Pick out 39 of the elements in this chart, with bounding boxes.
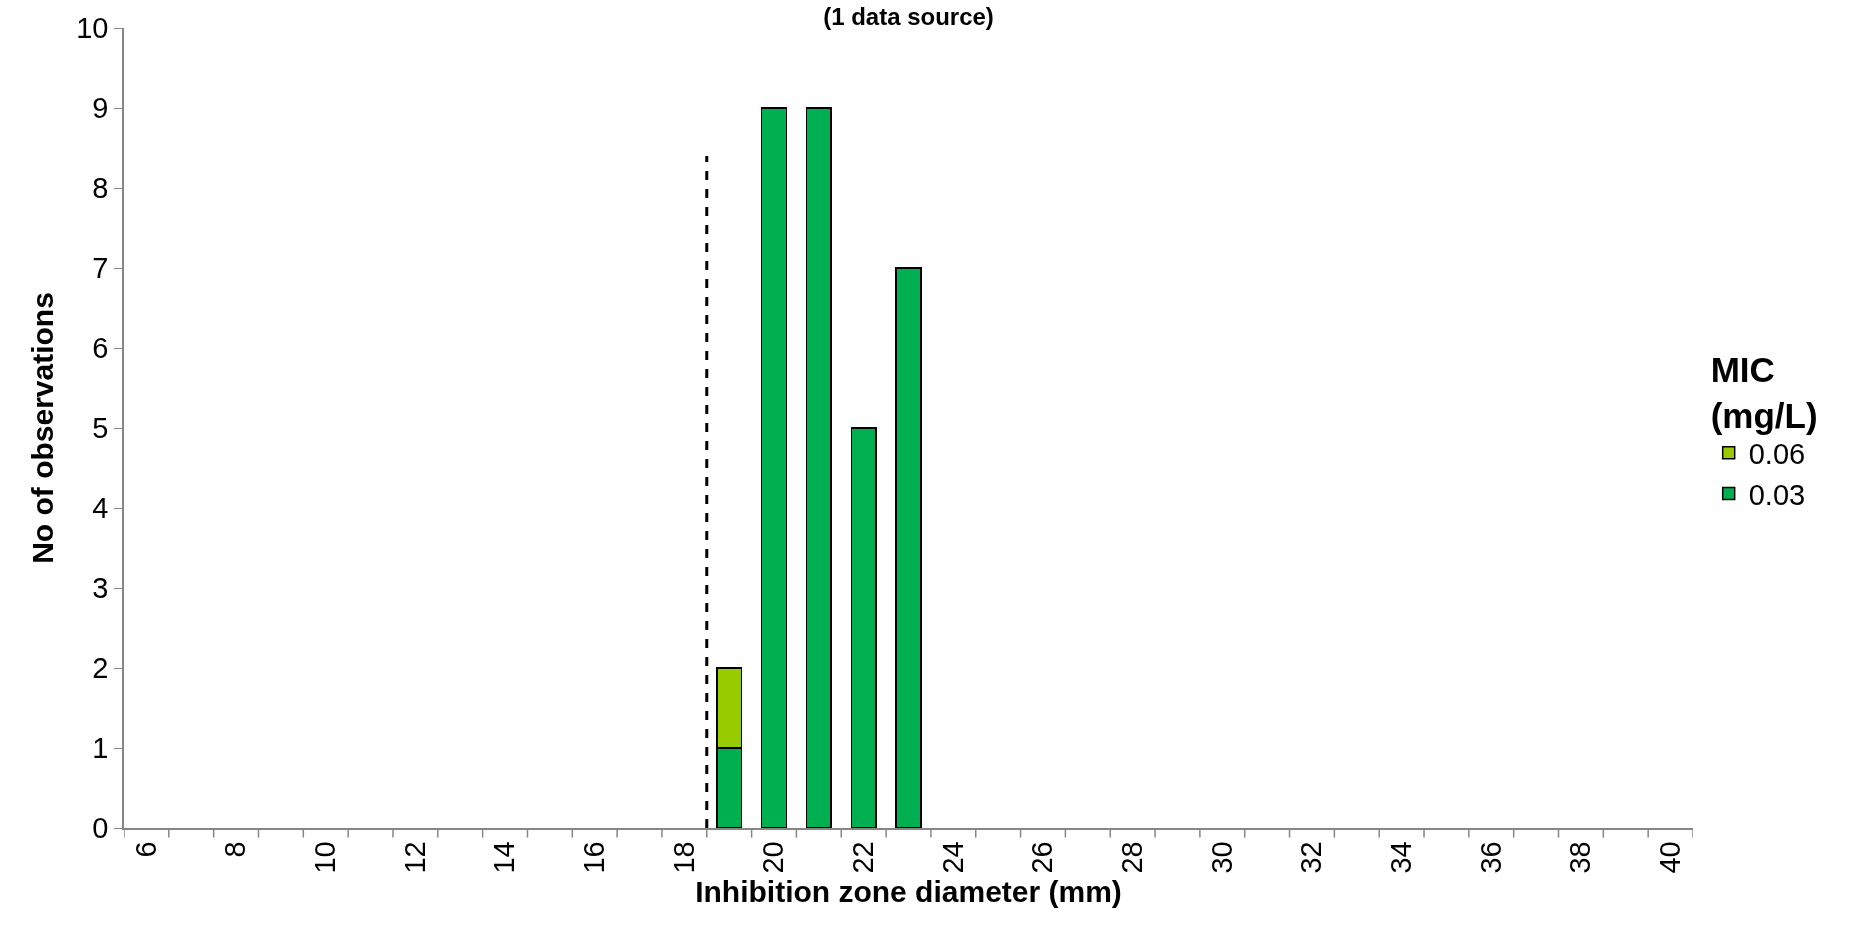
- x-tick-label: 38: [1564, 841, 1597, 874]
- y-tick-label: 5: [92, 412, 109, 445]
- y-axis-title: No of observations: [25, 292, 59, 564]
- x-tick-label: 34: [1385, 841, 1418, 874]
- bar: [760, 107, 788, 828]
- y-tick-label: 6: [92, 332, 109, 365]
- y-tick-label: 0: [92, 812, 109, 845]
- x-tick-label: 24: [936, 841, 969, 874]
- x-tick-label: 18: [667, 841, 700, 874]
- x-tick-label: 10: [309, 841, 342, 874]
- x-tick-label: 30: [1205, 841, 1238, 874]
- bar: [850, 427, 877, 828]
- legend-label: 0.03: [1748, 478, 1806, 511]
- x-tick-label: 16: [578, 841, 611, 874]
- y-tick-label: 8: [92, 172, 109, 205]
- x-tick-label: 6: [129, 841, 162, 858]
- x-tick-label: 14: [488, 841, 521, 874]
- legend-label: 0.06: [1748, 438, 1806, 471]
- x-tick-label: 28: [1116, 841, 1149, 874]
- x-tick-label: 36: [1474, 841, 1507, 874]
- x-axis-title: Inhibition zone diameter (mm): [695, 874, 1122, 908]
- legend-title: MIC (mg/L): [1710, 350, 1818, 435]
- y-tick-label: 4: [92, 492, 109, 525]
- y-tick-label: 2: [92, 652, 109, 685]
- y-tick-label: 3: [92, 572, 109, 605]
- x-tick-label: 32: [1295, 841, 1328, 874]
- bar: [895, 267, 922, 828]
- x-tick-label: 22: [847, 841, 880, 874]
- y-tick-label: 1: [92, 732, 109, 765]
- x-tick-label: 26: [1026, 841, 1059, 874]
- x-tick-label: 12: [398, 841, 431, 874]
- x-tick-label: 8: [219, 841, 252, 858]
- x-tick-label: 20: [757, 841, 790, 874]
- y-tick-label: 10: [76, 12, 109, 45]
- x-tick-label: 40: [1654, 841, 1687, 874]
- y-tick-label: 7: [92, 252, 109, 285]
- bar: [805, 107, 832, 828]
- chart-title: (1 data source): [823, 3, 994, 31]
- y-tick-label: 9: [92, 92, 109, 125]
